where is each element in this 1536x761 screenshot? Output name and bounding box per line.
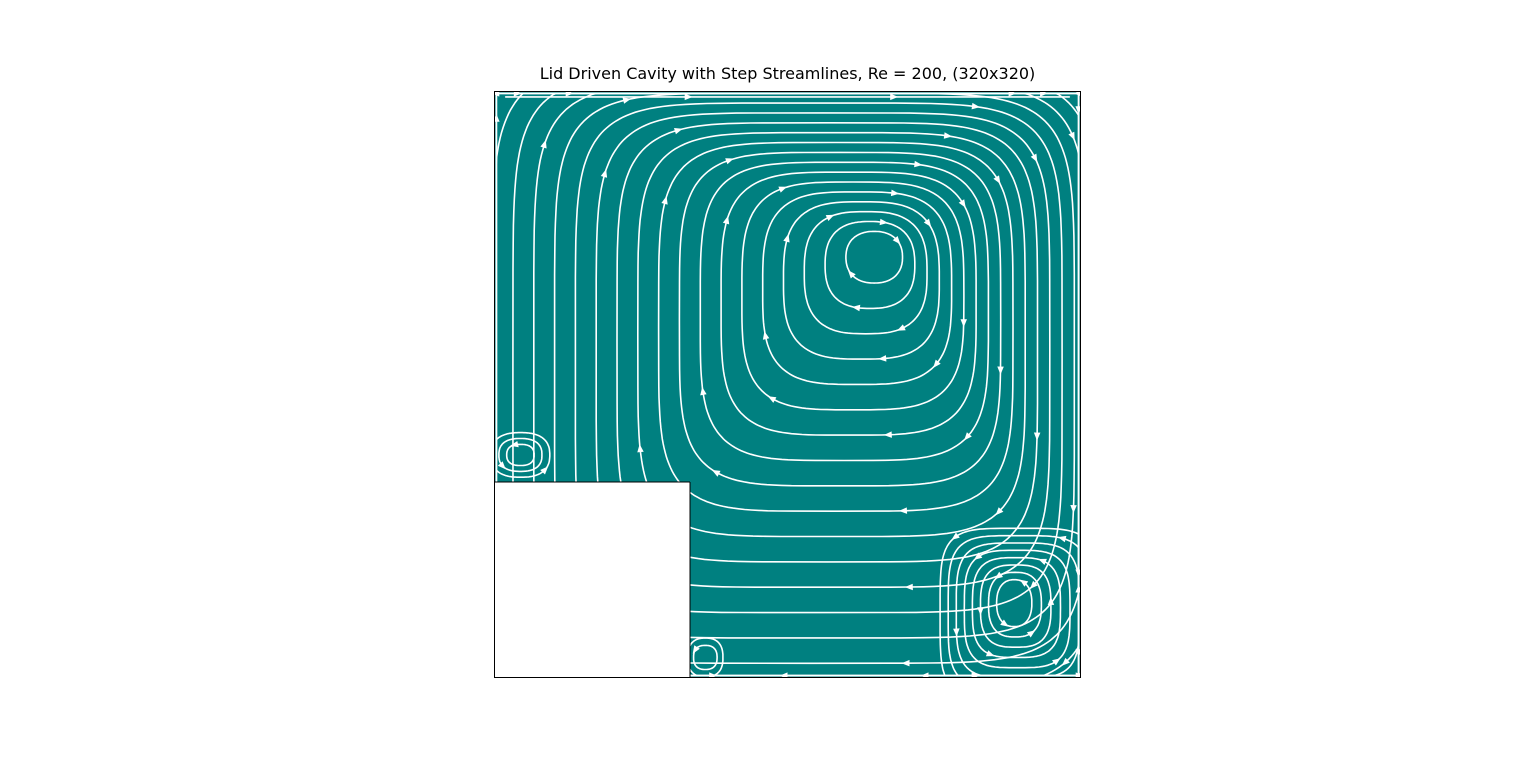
streamline-arrow <box>1070 505 1077 514</box>
streamline-secondary <box>955 542 1080 677</box>
streamline-corner-eddy <box>692 644 718 671</box>
streamline-arrow <box>778 186 787 193</box>
streamline-arrow <box>637 444 644 453</box>
streamline-arrow <box>994 571 1003 580</box>
streamline-secondary <box>963 549 1071 669</box>
streamline-arrow <box>923 218 932 227</box>
chart-title: Lid Driven Cavity with Step Streamlines,… <box>539 64 1036 83</box>
streamline-primary <box>657 141 1014 513</box>
streamline-arrow <box>848 270 856 279</box>
streamline-corner-eddy <box>495 431 551 478</box>
streamline-arrow <box>1000 619 1009 627</box>
streamline-arrow <box>692 645 700 654</box>
streamline-arrow <box>977 607 984 616</box>
streamline-arrow <box>883 431 892 438</box>
streamline-arrow <box>1061 657 1070 666</box>
streamline-arrow <box>995 507 1004 516</box>
streamline-arrow <box>897 324 906 331</box>
streamline-primary <box>720 171 977 436</box>
streamline-arrow <box>898 507 908 514</box>
streamline-arrow <box>892 236 901 245</box>
plot-frame <box>494 91 1081 678</box>
streamline-arrow <box>1030 580 1038 589</box>
streamline-arrow <box>762 331 770 340</box>
streamline-arrow <box>1047 596 1055 605</box>
streamline-arrow <box>964 432 972 441</box>
streamline-arrow <box>783 233 790 243</box>
streamline-arrow <box>722 215 730 225</box>
streamline-primary <box>824 220 916 310</box>
streamline-arrow <box>540 466 549 475</box>
streamline-arrow <box>725 158 734 165</box>
streamline-arrow <box>1026 630 1036 638</box>
streamline-arrow <box>622 97 631 104</box>
streamline-arrow <box>497 461 506 470</box>
streamline-arrow <box>540 139 547 149</box>
streamline-secondary <box>939 527 1080 677</box>
streamline-arrow <box>711 470 721 477</box>
streamline-secondary <box>979 564 1052 648</box>
streamline-arrow <box>993 175 1001 184</box>
streamline-arrow <box>674 128 683 135</box>
streamline-arrow <box>901 659 910 667</box>
streamline-arrow <box>700 387 707 396</box>
streamline-arrow <box>971 102 980 110</box>
streamline-arrow <box>1057 535 1067 543</box>
streamline-arrow <box>1033 432 1041 441</box>
streamline-arrow <box>1052 658 1061 666</box>
streamline-primary <box>782 201 941 360</box>
streamline-arrow <box>600 169 608 178</box>
step-obstacle <box>494 482 690 678</box>
streamline-arrow <box>997 366 1004 375</box>
streamline-primary <box>678 151 1002 487</box>
streamline-arrow <box>973 552 983 560</box>
streamline-primary <box>699 161 990 462</box>
streamline-arrow <box>684 93 693 101</box>
streamline-primary <box>616 121 1039 563</box>
streamline-arrow <box>985 650 995 657</box>
streamline-arrow <box>825 214 835 221</box>
streamline-arrow <box>1038 558 1047 565</box>
streamline-arrow <box>890 93 899 101</box>
streamline-arrow <box>767 396 777 403</box>
streamline-primary <box>761 191 953 386</box>
streamline-arrow <box>933 359 941 368</box>
streamline-arrow <box>914 160 923 168</box>
streamline-primary <box>636 131 1026 538</box>
streamline-arrow <box>943 132 953 139</box>
streamline-arrow <box>878 355 887 362</box>
streamline-arrow <box>510 441 519 448</box>
streamline-arrow <box>953 628 960 637</box>
streamline-arrow <box>1068 131 1075 141</box>
streamline-arrow <box>958 199 966 208</box>
streamline-arrow <box>661 196 668 205</box>
streamline-corner-eddy <box>498 437 543 473</box>
streamline-primary <box>845 230 904 284</box>
streamline-arrow <box>851 304 861 312</box>
streamline-arrow <box>904 583 913 591</box>
streamline-arrow <box>879 218 888 226</box>
streamline-arrow <box>1030 153 1038 163</box>
streamline-arrow <box>960 319 967 328</box>
streamline-arrow <box>890 189 900 197</box>
streamline-arrow <box>951 532 960 540</box>
streamline-arrow <box>1019 579 1029 587</box>
streamline-primary <box>741 181 965 411</box>
streamline-primary <box>574 102 1063 614</box>
streamline-corner-eddy <box>505 443 535 467</box>
